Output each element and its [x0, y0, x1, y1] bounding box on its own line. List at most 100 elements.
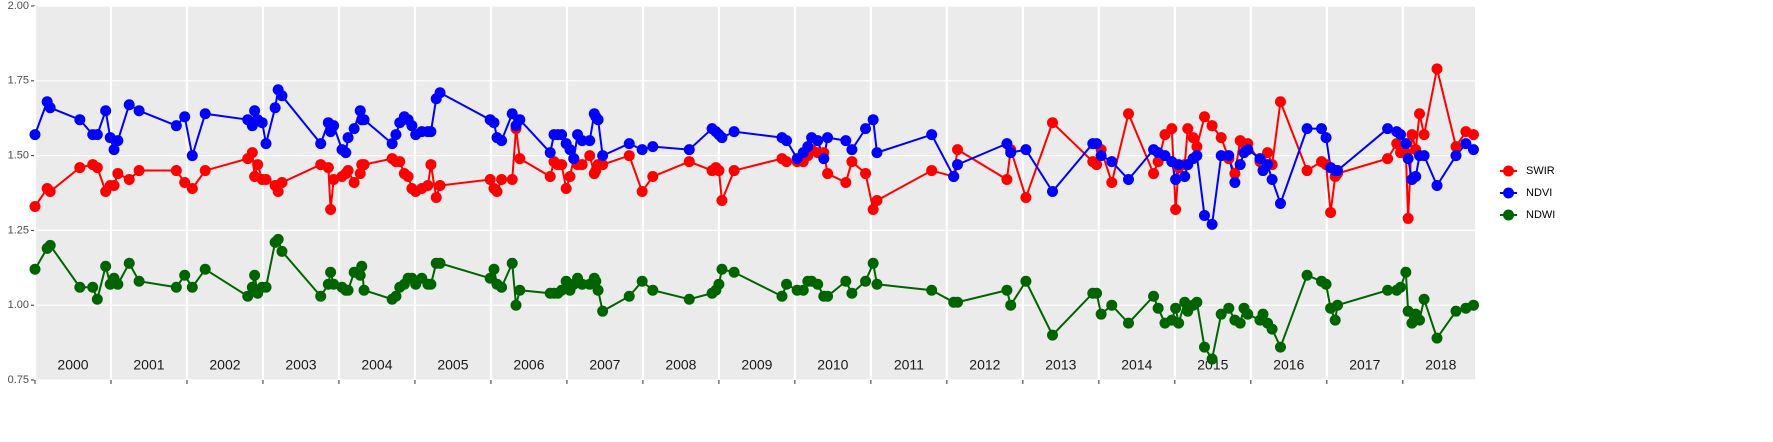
point [1091, 138, 1103, 150]
point [1170, 203, 1182, 215]
point [1106, 177, 1118, 189]
point [584, 150, 596, 162]
point [1179, 171, 1191, 183]
point [716, 263, 728, 275]
point [272, 233, 284, 245]
point [1191, 296, 1203, 308]
point [328, 278, 340, 290]
point [246, 147, 258, 159]
point [1206, 353, 1218, 365]
point [1467, 144, 1479, 156]
year-label: 2017 [1349, 357, 1380, 373]
point [1001, 138, 1013, 150]
point [1046, 117, 1058, 129]
y-tick-label: 0.75 [8, 374, 29, 386]
point [1254, 153, 1266, 165]
point [1215, 150, 1227, 162]
point [1418, 129, 1430, 141]
point [340, 147, 352, 159]
point [1046, 186, 1058, 198]
point [1382, 284, 1394, 296]
point [1020, 144, 1032, 156]
point [276, 90, 288, 102]
point [636, 275, 648, 287]
year-label: 2009 [741, 357, 772, 373]
point [623, 138, 635, 150]
point [1450, 305, 1462, 317]
point [576, 135, 588, 147]
point [1316, 123, 1328, 135]
point [186, 281, 198, 293]
point [1005, 299, 1017, 311]
point [1001, 284, 1013, 296]
point [1395, 129, 1407, 141]
point [199, 263, 211, 275]
point [647, 141, 659, 153]
point [840, 135, 852, 147]
point [315, 290, 327, 302]
point [623, 290, 635, 302]
year-label: 2004 [361, 357, 392, 373]
point [91, 129, 103, 141]
point [1450, 141, 1462, 153]
point [846, 156, 858, 168]
point [434, 257, 446, 269]
point [272, 186, 284, 198]
point [812, 135, 824, 147]
point [1382, 153, 1394, 165]
point [506, 257, 518, 269]
point [822, 168, 834, 180]
point [108, 144, 120, 156]
point [1148, 290, 1160, 302]
point [636, 144, 648, 156]
point [1391, 138, 1403, 150]
point [328, 174, 340, 186]
point [133, 165, 145, 177]
point [728, 165, 740, 177]
point [597, 150, 609, 162]
point [1331, 165, 1343, 177]
point [91, 162, 103, 174]
point [1257, 308, 1269, 320]
point [812, 278, 824, 290]
point [488, 117, 500, 129]
point [1191, 141, 1203, 153]
point [1182, 123, 1194, 135]
point [506, 174, 518, 186]
point [514, 153, 526, 165]
point [406, 120, 418, 132]
point [597, 305, 609, 317]
point [1301, 269, 1313, 281]
point [1301, 123, 1313, 135]
point [1266, 174, 1278, 186]
point [840, 177, 852, 189]
point [170, 165, 182, 177]
point [1122, 108, 1134, 120]
point [1414, 108, 1426, 120]
point [871, 278, 883, 290]
point [1005, 147, 1017, 159]
point [860, 275, 872, 287]
point [1179, 296, 1191, 308]
point [342, 284, 354, 296]
point [1091, 159, 1103, 171]
point [1400, 266, 1412, 278]
point [491, 186, 503, 198]
point [728, 126, 740, 138]
point [1223, 150, 1235, 162]
point [1215, 132, 1227, 144]
point [636, 186, 648, 198]
point [356, 260, 368, 272]
year-label: 2011 [894, 357, 924, 373]
point [1148, 168, 1160, 180]
point [1173, 317, 1185, 329]
point [256, 117, 268, 129]
point [133, 105, 145, 117]
point [584, 135, 596, 147]
point [797, 284, 809, 296]
point [29, 129, 41, 141]
point [1460, 138, 1472, 150]
point [1106, 156, 1118, 168]
point [170, 281, 182, 293]
point [713, 165, 725, 177]
